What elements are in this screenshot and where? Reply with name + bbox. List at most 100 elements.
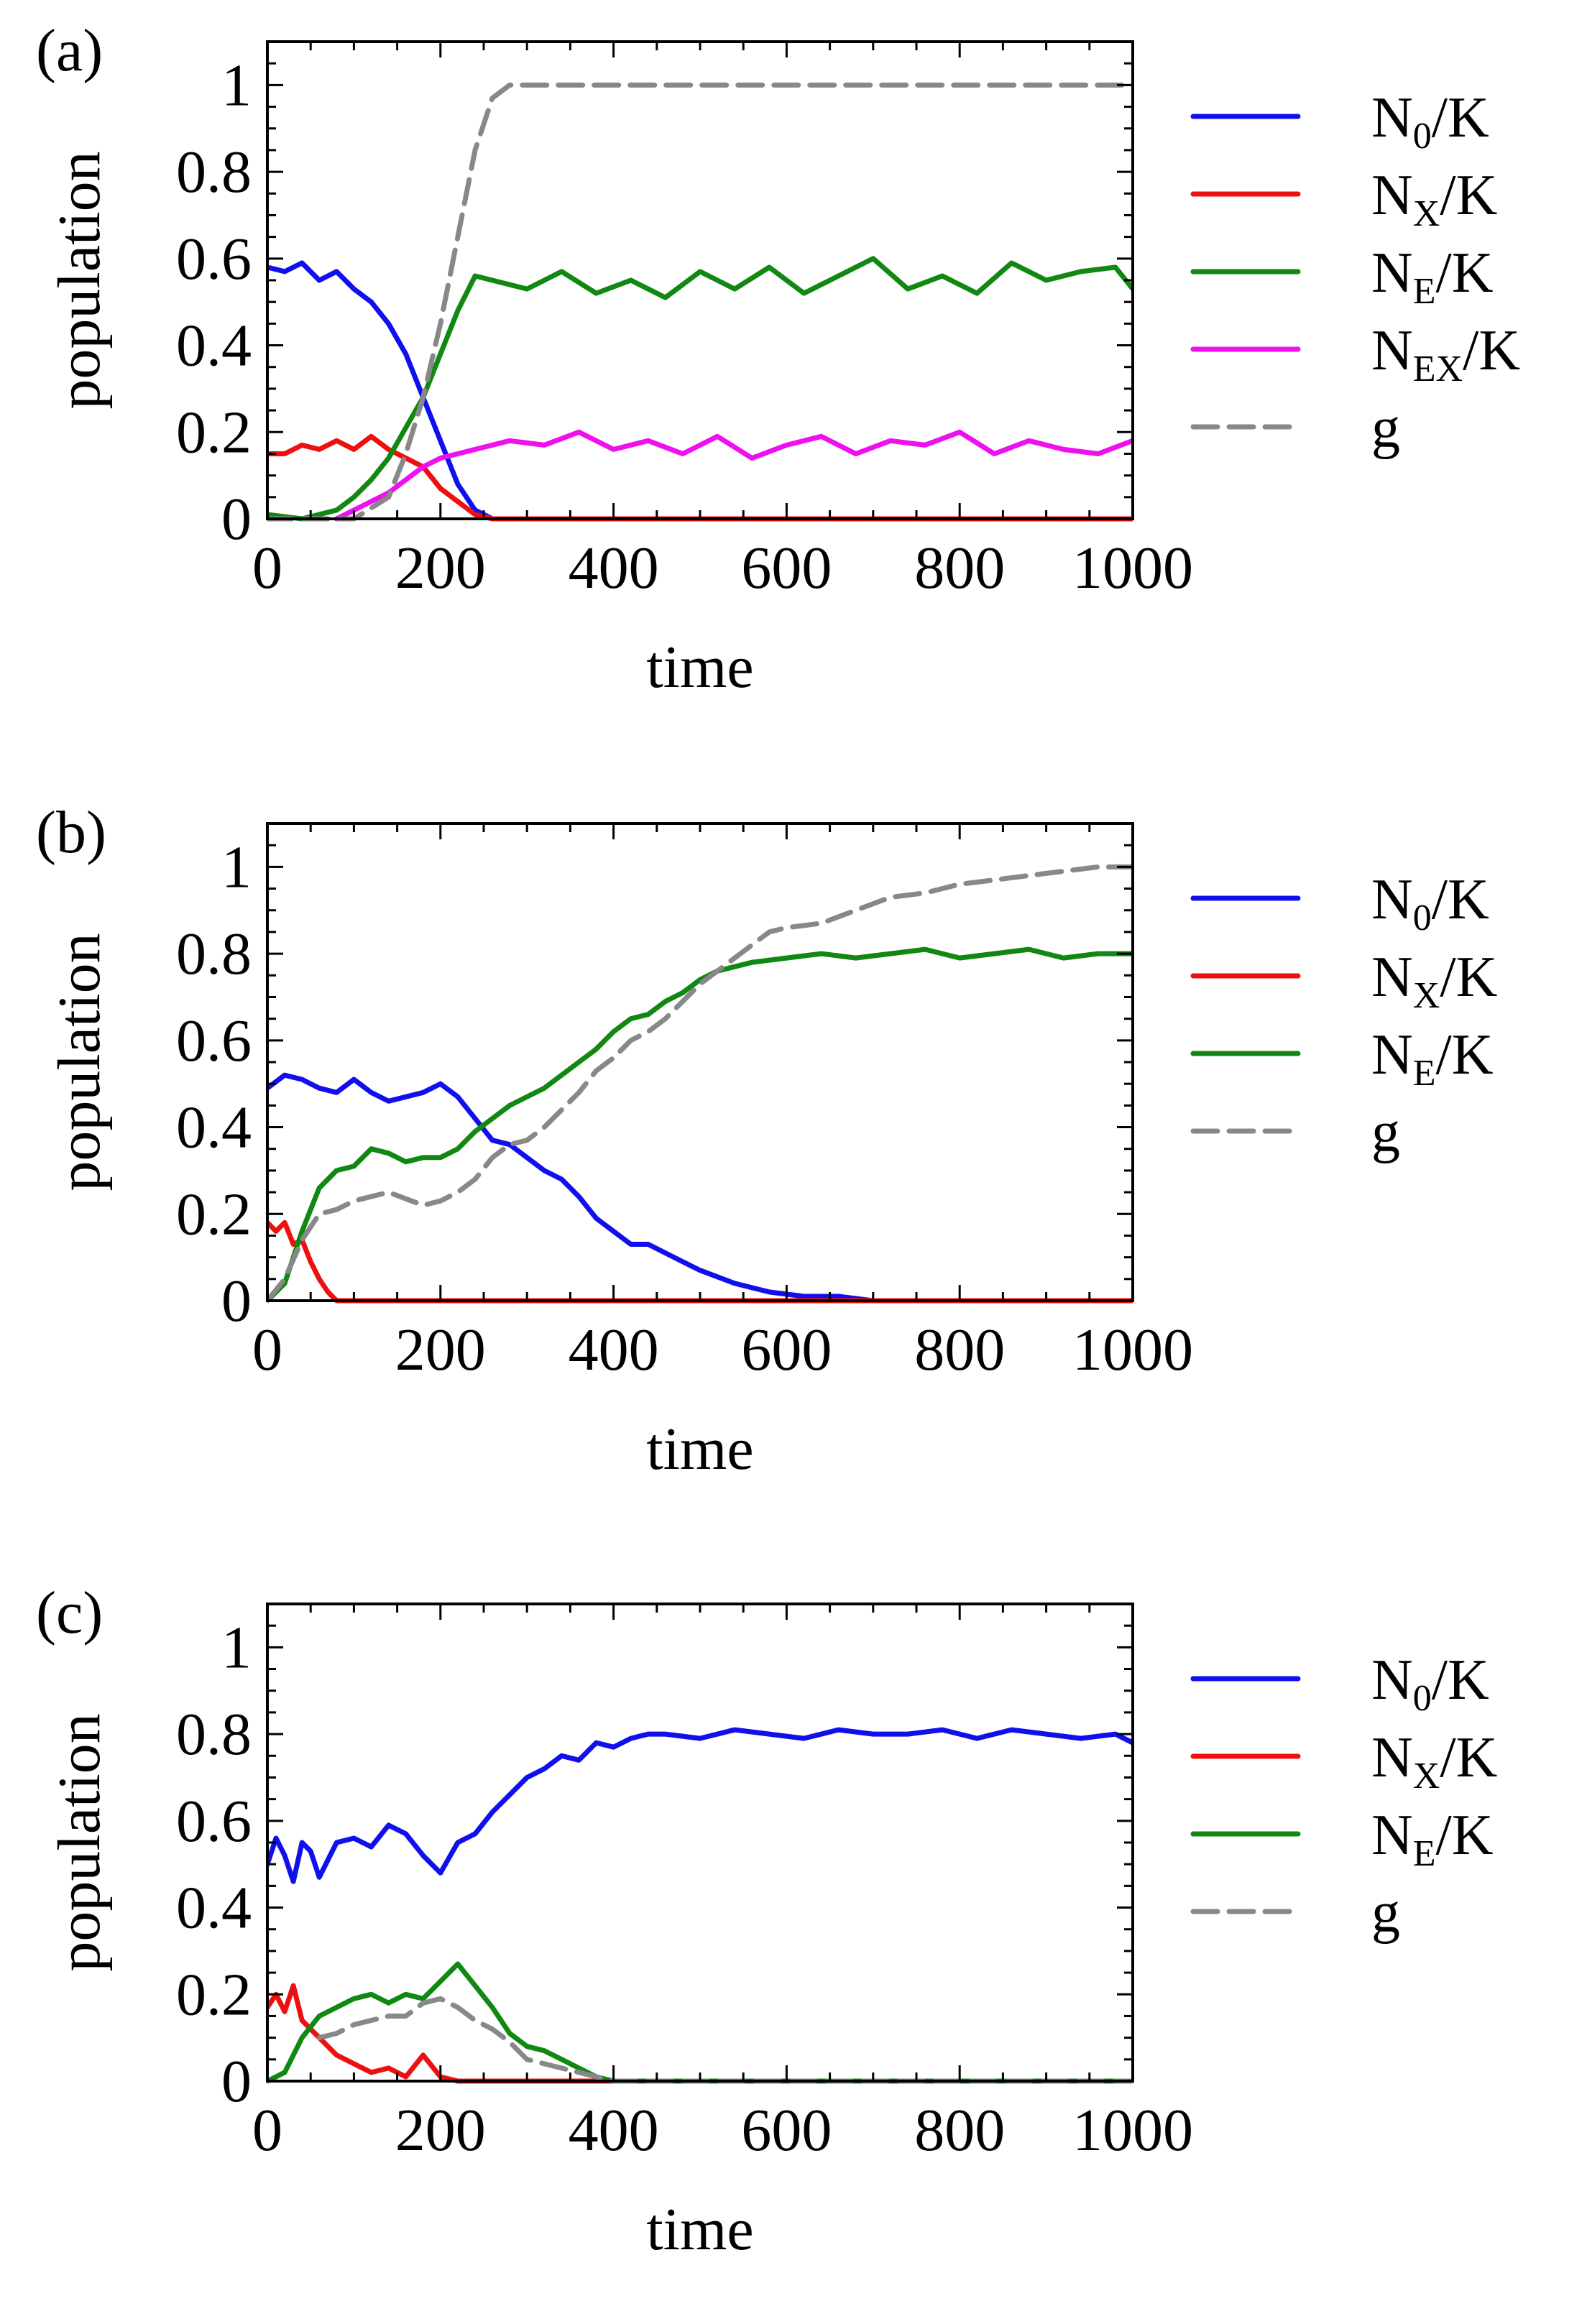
series-line-n0k xyxy=(267,1072,1133,1304)
x-tick-label: 0 xyxy=(252,535,282,601)
legend-entry: NEX/K xyxy=(1371,319,1520,389)
legend-entry: g xyxy=(1371,1101,1400,1164)
y-tick-label: 0.4 xyxy=(176,1094,252,1161)
chart-panel-2: (b) 0 200 400 600 800 1000 0 0.2 0.4 0.6 0.8 1 time po… xyxy=(36,799,1497,1483)
legend-label-sub: 0 xyxy=(1413,116,1432,157)
legend-label-sub: E xyxy=(1413,1053,1436,1094)
legend: N0/KNX/KNE/Kg xyxy=(1190,868,1497,1164)
x-tick-label: 600 xyxy=(741,535,832,601)
x-axis-label: time xyxy=(646,2196,753,2263)
legend-label-sub: X xyxy=(1413,975,1440,1016)
legend-label-sub: X xyxy=(1413,193,1440,234)
legend-entry: N0/K xyxy=(1371,1649,1489,1719)
y-tick-label: 0.2 xyxy=(176,399,252,466)
legend-label-main: N xyxy=(1371,1726,1413,1789)
legend-label-main: g xyxy=(1371,1101,1400,1164)
x-tick-label: 800 xyxy=(914,1317,1005,1383)
y-tick-label: 0.8 xyxy=(176,921,252,987)
x-tick-label: 1000 xyxy=(1072,2097,1193,2164)
legend-label-tail: /K xyxy=(1463,319,1520,382)
x-tick-label: 0 xyxy=(252,2097,282,2164)
y-tick-label: 0.2 xyxy=(176,1961,252,2028)
legend-entry: NX/K xyxy=(1371,1726,1497,1797)
legend-entry: NE/K xyxy=(1371,241,1494,312)
plot-frame xyxy=(266,1603,1134,2083)
legend-label-sub: X xyxy=(1413,1756,1440,1797)
y-axis-label: population xyxy=(46,933,113,1191)
legend-label-main: N xyxy=(1371,319,1413,382)
x-axis-label: time xyxy=(646,1416,753,1483)
legend-label-main: g xyxy=(1371,397,1400,460)
y-tick-label: 0.2 xyxy=(176,1181,252,1248)
legend-label-tail: /K xyxy=(1432,868,1489,931)
legend-label-main: N xyxy=(1371,1649,1413,1712)
legend-label-tail: /K xyxy=(1432,1649,1489,1712)
x-tick-label: 200 xyxy=(395,2097,486,2164)
legend-label-tail: /K xyxy=(1432,86,1489,149)
y-axis-label: population xyxy=(46,151,113,409)
legend-label-tail: /K xyxy=(1440,164,1497,227)
legend-entry: NX/K xyxy=(1371,946,1497,1016)
series-line-g xyxy=(267,82,1133,522)
y-tick-label: 0.6 xyxy=(176,1788,252,1855)
series-line-nxk xyxy=(267,1219,1133,1304)
x-tick-label: 600 xyxy=(741,2097,832,2164)
legend-entry: g xyxy=(1371,1881,1400,1945)
legend-label-sub: 0 xyxy=(1413,898,1432,939)
legend-label-main: N xyxy=(1371,1023,1413,1087)
legend-label-main: N xyxy=(1371,241,1413,305)
series-group xyxy=(267,1727,1133,2084)
y-tick-label: 0.8 xyxy=(176,1701,252,1768)
series-line-nek xyxy=(267,946,1133,1304)
series-group xyxy=(267,864,1133,1304)
legend-label-main: N xyxy=(1371,946,1413,1009)
x-tick-label: 400 xyxy=(569,2097,659,2164)
series-line-nek xyxy=(267,256,1133,522)
y-tick-label: 0 xyxy=(221,1268,252,1334)
x-axis-label: time xyxy=(646,634,753,701)
legend-label-sub: E xyxy=(1413,271,1436,312)
legend-label-sub: EX xyxy=(1413,349,1463,389)
y-tick-label: 0.4 xyxy=(176,1875,252,1942)
y-tick-label: 0.6 xyxy=(176,1007,252,1074)
legend-label-main: g xyxy=(1371,1881,1400,1945)
series-group xyxy=(267,82,1133,522)
x-tick-label: 1000 xyxy=(1072,535,1193,601)
plot-frame xyxy=(266,822,1134,1302)
y-tick-label: 0.6 xyxy=(176,226,252,292)
series-line-nek xyxy=(267,1961,1133,2084)
series-line-n0k xyxy=(267,1727,1133,1884)
legend-entry: N0/K xyxy=(1371,86,1489,157)
legend-label-sub: 0 xyxy=(1413,1678,1432,1719)
x-tick-label: 400 xyxy=(569,535,659,601)
legend-entry: N0/K xyxy=(1371,868,1489,939)
x-tick-label: 200 xyxy=(395,1317,486,1383)
legend-label-main: N xyxy=(1371,164,1413,227)
legend-label-sub: E xyxy=(1413,1833,1436,1874)
y-tick-label: 1 xyxy=(221,52,252,119)
legend-label-tail: /K xyxy=(1436,241,1494,305)
x-tick-label: 600 xyxy=(741,1317,832,1383)
legend-entry: g xyxy=(1371,397,1400,460)
x-tick-label: 1000 xyxy=(1072,1317,1193,1383)
legend-entry: NX/K xyxy=(1371,164,1497,234)
legend-label-main: N xyxy=(1371,1804,1413,1867)
legend-entry: NE/K xyxy=(1371,1023,1494,1094)
legend-label-tail: /K xyxy=(1436,1804,1494,1867)
y-tick-label: 0.8 xyxy=(176,139,252,206)
chart-panel-3: (c) 0 200 400 600 800 1000 0 0.2 0.4 0.6 0.8 1 time po… xyxy=(36,1580,1497,2263)
legend-label-tail: /K xyxy=(1440,1726,1497,1789)
legend-label-main: N xyxy=(1371,868,1413,931)
panel-label: (a) xyxy=(36,17,103,84)
legend-label-tail: /K xyxy=(1436,1023,1494,1087)
panel-label: (c) xyxy=(36,1580,103,1646)
legend-label-main: N xyxy=(1371,86,1413,149)
x-tick-label: 200 xyxy=(395,535,486,601)
series-line-nexk xyxy=(334,429,1133,522)
y-tick-label: 1 xyxy=(221,1614,252,1681)
legend: N0/KNX/KNE/Kg xyxy=(1190,1649,1497,1945)
x-tick-label: 400 xyxy=(569,1317,659,1383)
y-axis-label: population xyxy=(46,1713,113,1971)
